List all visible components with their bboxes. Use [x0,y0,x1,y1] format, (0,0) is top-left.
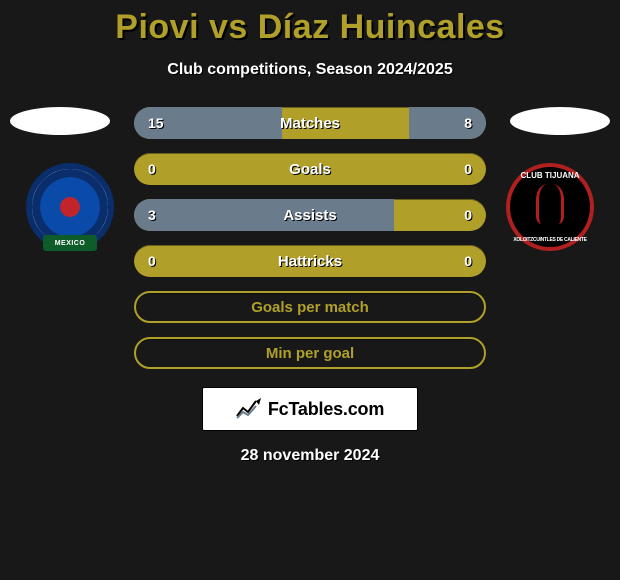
stat-value-right: 0 [464,207,472,223]
stat-value-left: 15 [148,115,164,131]
club-badge-right: CLUB TIJUANA XOLOITZCUINTLES DE CALIENTE [506,163,594,251]
stat-fill-left [134,199,394,231]
club-badge-right-bottom-text: XOLOITZCUINTLES DE CALIENTE [510,237,590,243]
stat-label: Assists [283,207,336,224]
stat-value-right: 0 [464,253,472,269]
subtitle: Club competitions, Season 2024/2025 [0,61,620,79]
cruzazul-crest-icon [32,169,108,245]
stat-value-right: 8 [464,115,472,131]
stat-row: 0 0 Hattricks [134,245,486,277]
stat-fill-right [409,107,486,139]
stat-row: 0 0 Goals [134,153,486,185]
fctables-logo-icon [236,398,262,420]
stat-value-left: 3 [148,207,156,223]
stat-label: Goals [289,161,331,178]
xolo-dog-icon [536,184,564,224]
player-photo-left [10,107,110,135]
source-brand: FcTables.com [268,399,384,420]
stat-row: Goals per match [134,291,486,323]
stat-label: Min per goal [266,345,354,362]
stat-row: 15 8 Matches [134,107,486,139]
stat-row: Min per goal [134,337,486,369]
club-badge-right-top-text: CLUB TIJUANA [510,171,590,180]
source-badge[interactable]: FcTables.com [202,387,418,431]
stat-row: 3 0 Assists [134,199,486,231]
club-badge-left-ribbon: MEXICO [43,235,97,251]
stat-label: Matches [280,115,340,132]
stats-list: 15 8 Matches 0 0 Goals 3 0 Assists 0 0 Hattricks Goa… [134,107,486,369]
stat-value-left: 0 [148,253,156,269]
snapshot-date: 28 november 2024 [0,447,620,465]
stat-label: Goals per match [251,299,369,316]
comparison-panel: MEXICO CLUB TIJUANA XOLOITZCUINTLES DE C… [0,107,620,369]
player-photo-right [510,107,610,135]
stat-value-left: 0 [148,161,156,177]
stat-label: Hattricks [278,253,342,270]
stat-value-right: 0 [464,161,472,177]
page-title: Piovi vs Díaz Huincales [0,0,620,47]
club-badge-left: MEXICO [26,163,114,251]
